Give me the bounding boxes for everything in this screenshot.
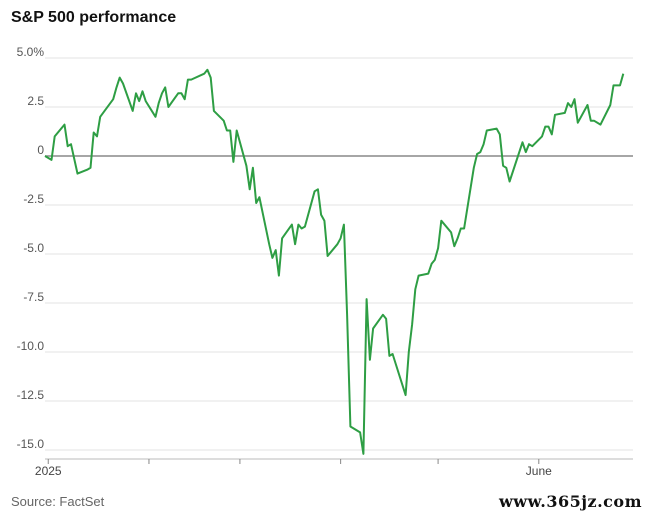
x-axis: 2025 June xyxy=(35,458,633,478)
series-line xyxy=(44,68,625,455)
source-note: Source: FactSet xyxy=(11,494,105,509)
chart-title: S&P 500 performance xyxy=(11,9,177,26)
y-tick-label: -10.0 xyxy=(17,339,45,353)
y-tick-label: -7.5 xyxy=(23,290,44,304)
x-tick-label: June xyxy=(526,464,552,478)
y-tick-label: 5.0% xyxy=(17,45,45,59)
y-tick-label: 0 xyxy=(37,143,44,157)
gridlines xyxy=(45,57,633,451)
watermark: www.365jz.com xyxy=(499,492,642,511)
y-tick-label: -5.0 xyxy=(23,241,44,255)
y-tick-label: -15.0 xyxy=(17,437,45,451)
y-tick-label: -2.5 xyxy=(23,192,44,206)
y-tick-label: -12.5 xyxy=(17,388,45,402)
y-tick-label: 2.5 xyxy=(27,94,44,108)
y-axis-ticks: 5.0% 2.5 0 -2.5 -5.0 -7.5 -10.0 -12.5 -15.0 xyxy=(17,45,45,451)
x-tick-label: 2025 xyxy=(35,464,62,478)
